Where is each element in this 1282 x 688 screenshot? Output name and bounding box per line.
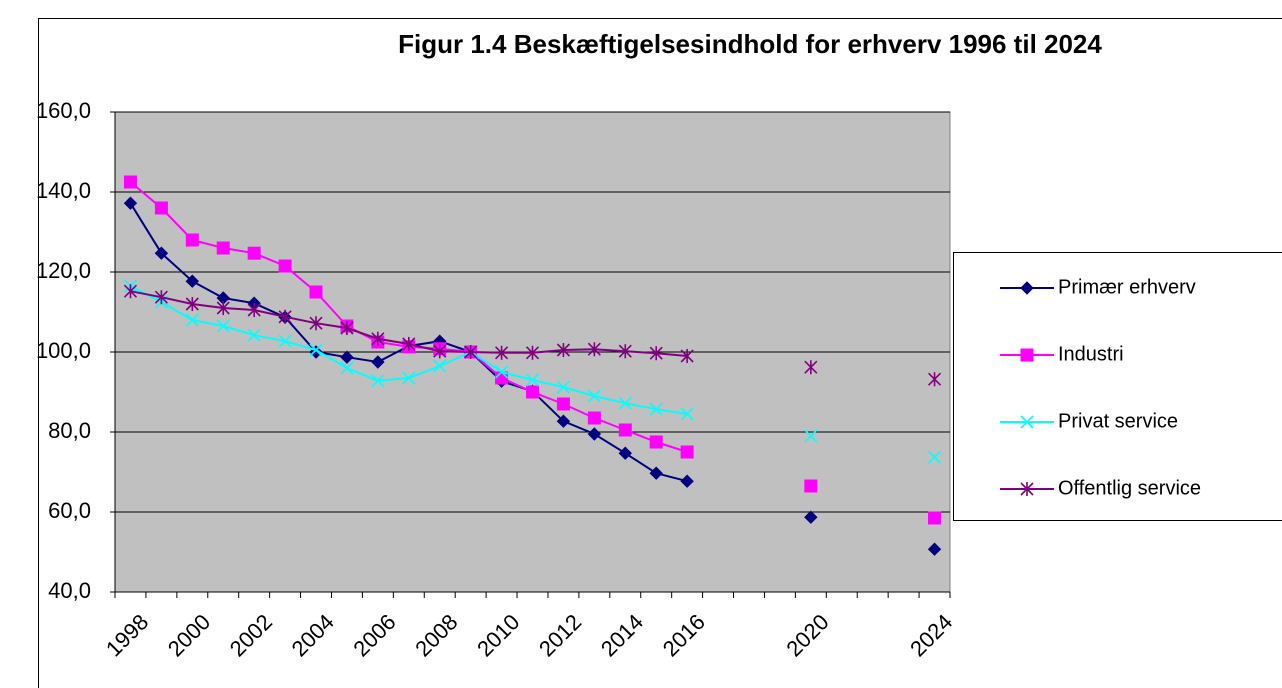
legend-marker	[1020, 348, 1034, 362]
y-tick-label: 140,0	[36, 178, 91, 203]
data-point	[185, 313, 199, 327]
data-point	[556, 343, 570, 357]
legend	[953, 252, 1282, 521]
data-point	[371, 374, 385, 388]
data-point	[526, 385, 539, 399]
y-tick-label: 160,0	[36, 98, 91, 123]
data-point	[278, 309, 292, 324]
data-point	[618, 446, 632, 460]
data-point	[927, 372, 942, 387]
data-point	[402, 337, 416, 351]
data-point	[216, 301, 230, 315]
data-point	[371, 331, 385, 346]
y-tick-label: 120,0	[36, 258, 91, 283]
data-point	[680, 445, 694, 459]
data-point	[340, 321, 354, 335]
data-point	[433, 359, 447, 373]
data-point	[618, 423, 632, 437]
data-point	[464, 345, 478, 359]
data-point	[556, 414, 571, 428]
data-point	[525, 373, 540, 387]
legend-label: Offentlig service	[1058, 477, 1201, 499]
y-tick-label: 100,0	[36, 338, 91, 363]
data-point	[804, 510, 818, 524]
legend-marker	[1020, 415, 1034, 429]
data-point	[587, 389, 601, 403]
data-point	[185, 297, 199, 311]
data-point	[247, 328, 261, 342]
data-point	[927, 542, 942, 556]
data-point	[309, 316, 323, 331]
data-point	[804, 360, 818, 375]
legend-marker	[1020, 482, 1034, 496]
y-tick-label: 80,0	[48, 418, 91, 443]
data-point	[154, 290, 168, 305]
data-point	[587, 411, 601, 425]
data-point	[402, 371, 416, 385]
data-point	[587, 427, 602, 441]
data-point	[216, 241, 230, 255]
y-tick-label: 60,0	[48, 498, 91, 523]
data-point	[433, 344, 447, 359]
data-point	[185, 233, 199, 247]
data-point	[804, 429, 818, 443]
legend-label: Privat service	[1058, 410, 1178, 432]
data-point	[556, 380, 570, 394]
data-point	[680, 407, 694, 421]
data-point	[556, 397, 570, 411]
data-point	[587, 342, 601, 357]
chart-title: Figur 1.4 Beskæftigelsesindhold for erhv…	[398, 29, 1102, 59]
data-point	[154, 246, 169, 260]
data-point	[154, 201, 168, 215]
data-point	[278, 259, 292, 273]
data-point	[525, 345, 540, 360]
data-point	[216, 319, 230, 333]
legend-label: Industri	[1058, 343, 1124, 365]
data-point	[340, 350, 354, 364]
data-point	[680, 349, 694, 363]
data-point	[371, 355, 385, 369]
data-point	[927, 450, 942, 464]
data-point	[123, 284, 138, 299]
data-point	[618, 344, 632, 359]
data-point	[804, 479, 818, 493]
y-tick-label: 40,0	[48, 578, 91, 603]
data-point	[340, 361, 354, 375]
data-point	[309, 285, 323, 299]
data-point	[309, 343, 323, 357]
data-point	[680, 474, 694, 488]
legend-marker	[1020, 281, 1034, 295]
data-point	[247, 303, 261, 317]
data-point	[928, 511, 942, 525]
legend-label: Primær erhverv	[1058, 276, 1196, 298]
data-point	[278, 334, 292, 348]
data-point	[495, 365, 509, 379]
data-point	[649, 402, 663, 416]
data-point	[649, 466, 663, 480]
data-point	[618, 396, 632, 410]
data-point	[649, 435, 663, 449]
data-point	[649, 346, 663, 361]
data-point	[185, 274, 200, 288]
data-point	[123, 196, 138, 210]
data-point	[495, 345, 509, 360]
data-point	[247, 246, 261, 260]
data-point	[123, 175, 137, 189]
